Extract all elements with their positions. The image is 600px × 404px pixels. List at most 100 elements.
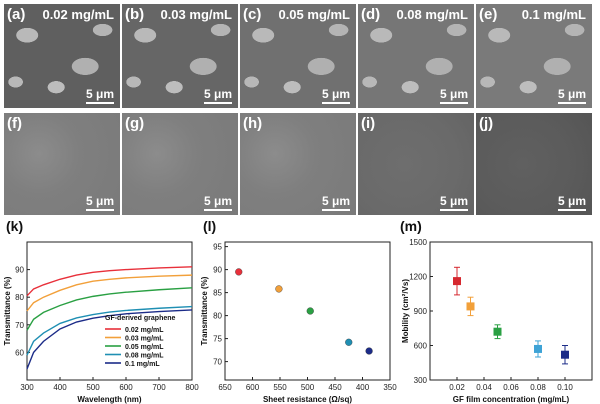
y-tick-label: 90	[213, 266, 222, 275]
sem-image-bottom-4: (i) 5 μm	[358, 113, 474, 215]
panel-label-k: (k)	[6, 218, 24, 234]
sem-image-top-1: (a) 0.02 mg/mL 5 μm	[4, 4, 120, 108]
plot-frame	[429, 241, 593, 381]
x-axis-label: GF film concentration (mg/mL)	[453, 395, 570, 404]
x-tick-label: 650	[218, 383, 232, 392]
y-axis-label: Mobility (cm²/Vs)	[401, 279, 410, 343]
legend-label: 0.02 mg/mL	[125, 327, 164, 334]
sem-image-top-2: (b) 0.03 mg/mL 5 μm	[122, 4, 238, 108]
y-tick-label: 60	[15, 348, 24, 357]
sem-concentration-label: 0.02 mg/mL	[42, 7, 114, 22]
data-point-1	[275, 285, 283, 293]
sem-panel-label: (j)	[479, 115, 494, 132]
legend-label: 0.1 mg/mL	[125, 361, 160, 368]
sem-image-bottom-3: (h) 5 μm	[240, 113, 356, 215]
data-point-0	[235, 268, 243, 276]
y-tick-label: 1500	[409, 238, 427, 247]
x-tick-label: 0.02	[449, 383, 465, 392]
series-line-0	[26, 266, 193, 297]
sem-image-top-4: (d) 0.08 mg/mL 5 μm	[358, 4, 474, 108]
x-tick-label: 400	[53, 383, 67, 392]
y-tick-label: 70	[15, 321, 24, 330]
series-line-3	[26, 305, 193, 356]
sem-panel-label: (b)	[125, 6, 145, 23]
sem-concentration-label: 0.05 mg/mL	[278, 7, 350, 22]
data-point-2	[306, 307, 314, 315]
sem-image-bottom-5: (j) 5 μm	[476, 113, 592, 215]
x-tick-label: 300	[20, 383, 34, 392]
chart-k: 300 400 500 600 700 800 60 70 80 90 Wavelength (nm…	[3, 241, 199, 404]
scale-bar: 5 μm	[85, 194, 114, 211]
y-tick-label: 300	[414, 376, 428, 385]
y-tick-label: 85	[213, 289, 222, 298]
series-line-4	[26, 309, 193, 370]
scale-bar: 5 μm	[557, 87, 586, 104]
x-tick-label: 350	[383, 383, 397, 392]
sem-image-bottom-1: (f) 5 μm	[4, 113, 120, 215]
data-point-4	[561, 350, 569, 359]
data-point-1	[466, 302, 475, 311]
scale-bar: 5 μm	[557, 194, 586, 211]
scale-bar: 5 μm	[85, 87, 114, 104]
chart-l: 650 600 550 500 450 400 350 70 75 80 85 90 95 Sheet r…	[200, 241, 397, 404]
x-tick-label: 450	[328, 383, 342, 392]
panel-label-m: (m)	[400, 218, 422, 234]
x-tick-label: 500	[301, 383, 315, 392]
x-tick-label: 600	[246, 383, 260, 392]
legend-label: 0.05 mg/mL	[125, 344, 164, 351]
legend-label: 0.08 mg/mL	[125, 353, 164, 360]
series-line-2	[26, 287, 193, 331]
scale-bar: 5 μm	[203, 194, 232, 211]
x-axis-label: Sheet resistance (Ω/sq)	[263, 395, 352, 404]
sem-panel-label: (f)	[7, 115, 22, 132]
y-tick-label: 600	[414, 342, 428, 351]
panel-label-l: (l)	[203, 218, 217, 234]
data-point-4	[365, 347, 373, 355]
y-axis-label: Transmittance (%)	[200, 276, 209, 345]
scale-bar: 5 μm	[439, 194, 468, 211]
y-tick-label: 75	[213, 335, 222, 344]
x-tick-label: 0.06	[503, 383, 519, 392]
scale-bar: 5 μm	[439, 87, 468, 104]
sem-panel-label: (d)	[361, 6, 381, 23]
sem-panel-label: (i)	[361, 115, 376, 132]
sem-panel-label: (h)	[243, 115, 263, 132]
sem-image-top-3: (c) 0.05 mg/mL 5 μm	[240, 4, 356, 108]
scale-bar: 5 μm	[321, 194, 350, 211]
y-tick-label: 80	[213, 312, 222, 321]
data-point-0	[453, 277, 461, 286]
sem-concentration-label: 0.1 mg/mL	[521, 7, 586, 22]
x-tick-label: 400	[356, 383, 370, 392]
x-axis-label: Wavelength (nm)	[77, 395, 141, 404]
x-tick-label: 700	[152, 383, 166, 392]
chart-m: 0.02 0.04 0.06 0.08 0.10 300 600 900 1200 1500 GF …	[401, 238, 593, 404]
sem-panel-label: (g)	[125, 115, 145, 132]
y-tick-label: 1200	[409, 273, 427, 282]
x-tick-label: 500	[86, 383, 100, 392]
y-tick-label: 80	[15, 293, 24, 302]
sem-concentration-label: 0.08 mg/mL	[396, 7, 468, 22]
x-tick-label: 600	[119, 383, 133, 392]
series-line-1	[26, 274, 193, 312]
y-tick-label: 90	[15, 266, 24, 275]
sem-panel-label: (c)	[243, 6, 262, 23]
sem-panel-label: (e)	[479, 6, 498, 23]
y-tick-label: 95	[213, 243, 222, 252]
data-point-3	[534, 344, 542, 353]
scale-bar: 5 μm	[203, 87, 232, 104]
y-axis-label: Transmittance (%)	[3, 276, 12, 345]
y-tick-label: 70	[213, 358, 222, 367]
sem-image-top-5: (e) 0.1 mg/mL 5 μm	[476, 4, 592, 108]
data-point-2	[493, 327, 502, 336]
sem-concentration-label: 0.03 mg/mL	[160, 7, 232, 22]
legend-title: GF-derived graphene	[105, 315, 176, 322]
sem-panel-label: (a)	[7, 6, 26, 23]
x-tick-label: 0.08	[530, 383, 546, 392]
y-tick-label: 900	[414, 307, 428, 316]
x-tick-label: 0.10	[557, 383, 573, 392]
x-tick-label: 550	[273, 383, 287, 392]
scale-bar: 5 μm	[321, 87, 350, 104]
x-tick-label: 0.04	[476, 383, 492, 392]
legend-label: 0.03 mg/mL	[125, 336, 164, 343]
data-point-3	[345, 338, 353, 346]
